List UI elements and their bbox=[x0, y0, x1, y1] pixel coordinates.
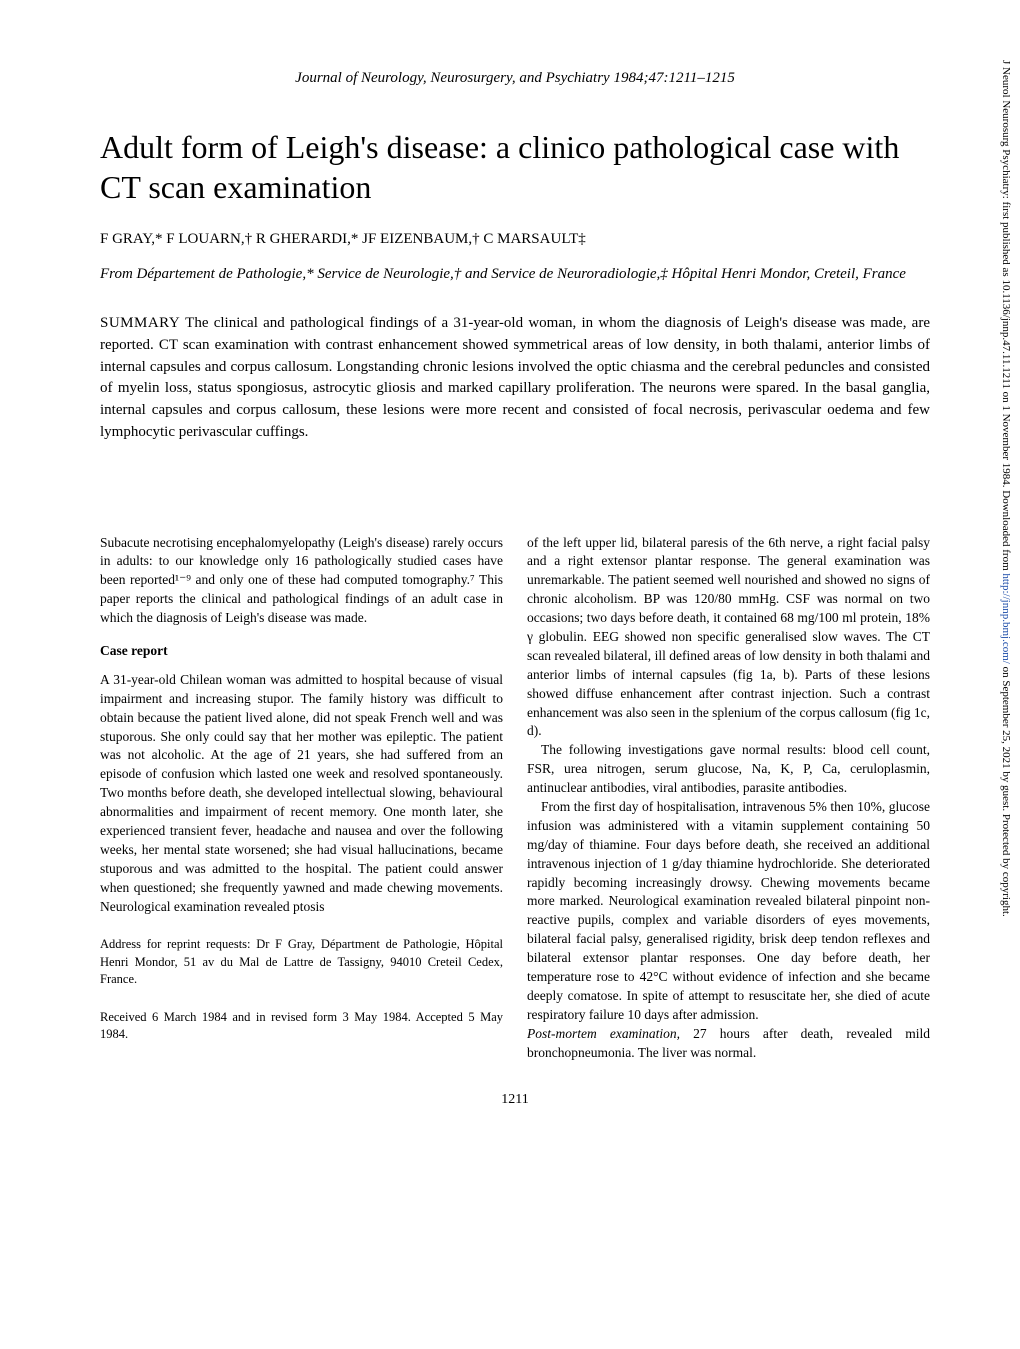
intro-paragraph: Subacute necrotising encephalomyelopathy… bbox=[100, 534, 503, 628]
summary-text: The clinical and pathological findings o… bbox=[100, 315, 930, 440]
sidebar-suffix: on September 25, 2021 by guest. Protecte… bbox=[1000, 664, 1012, 917]
received-dates: Received 6 March 1984 and in revised for… bbox=[100, 1009, 503, 1044]
authors-line: F GRAY,* F LOUARN,† R GHERARDI,* JF EIZE… bbox=[100, 231, 930, 248]
case-report-heading: Case report bbox=[100, 642, 503, 661]
summary-block: SUMMARY The clinical and pathological fi… bbox=[100, 313, 930, 444]
postmortem-label: Post-mortem examination, bbox=[527, 1026, 680, 1041]
right-paragraph-4: Post-mortem examination, 27 hours after … bbox=[527, 1025, 930, 1063]
affiliation: From Département de Pathologie,* Service… bbox=[100, 264, 930, 285]
two-column-body: Subacute necrotising encephalomyelopathy… bbox=[100, 534, 930, 1063]
journal-header: Journal of Neurology, Neurosurgery, and … bbox=[100, 70, 930, 87]
right-paragraph-3: From the first day of hospitalisation, i… bbox=[527, 798, 930, 1025]
right-paragraph-1: of the left upper lid, bilateral paresis… bbox=[527, 534, 930, 742]
page-number: 1211 bbox=[100, 1092, 930, 1108]
right-paragraph-2: The following investigations gave normal… bbox=[527, 741, 930, 798]
download-sidebar: J Neurol Neurosurg Psychiatry: first pub… bbox=[994, 60, 1012, 1300]
reprint-address: Address for reprint requests: Dr F Gray,… bbox=[100, 936, 503, 989]
summary-label: SUMMARY bbox=[100, 315, 180, 331]
article-title: Adult form of Leigh's disease: a clinico… bbox=[100, 127, 930, 207]
case-paragraph-1: A 31-year-old Chilean woman was admitted… bbox=[100, 671, 503, 917]
sidebar-prefix: J Neurol Neurosurg Psychiatry: first pub… bbox=[1000, 60, 1012, 573]
sidebar-link[interactable]: http://jnnp.bmj.com/ bbox=[1000, 573, 1012, 663]
right-column: of the left upper lid, bilateral paresis… bbox=[527, 534, 930, 1063]
left-column: Subacute necrotising encephalomyelopathy… bbox=[100, 534, 503, 1063]
